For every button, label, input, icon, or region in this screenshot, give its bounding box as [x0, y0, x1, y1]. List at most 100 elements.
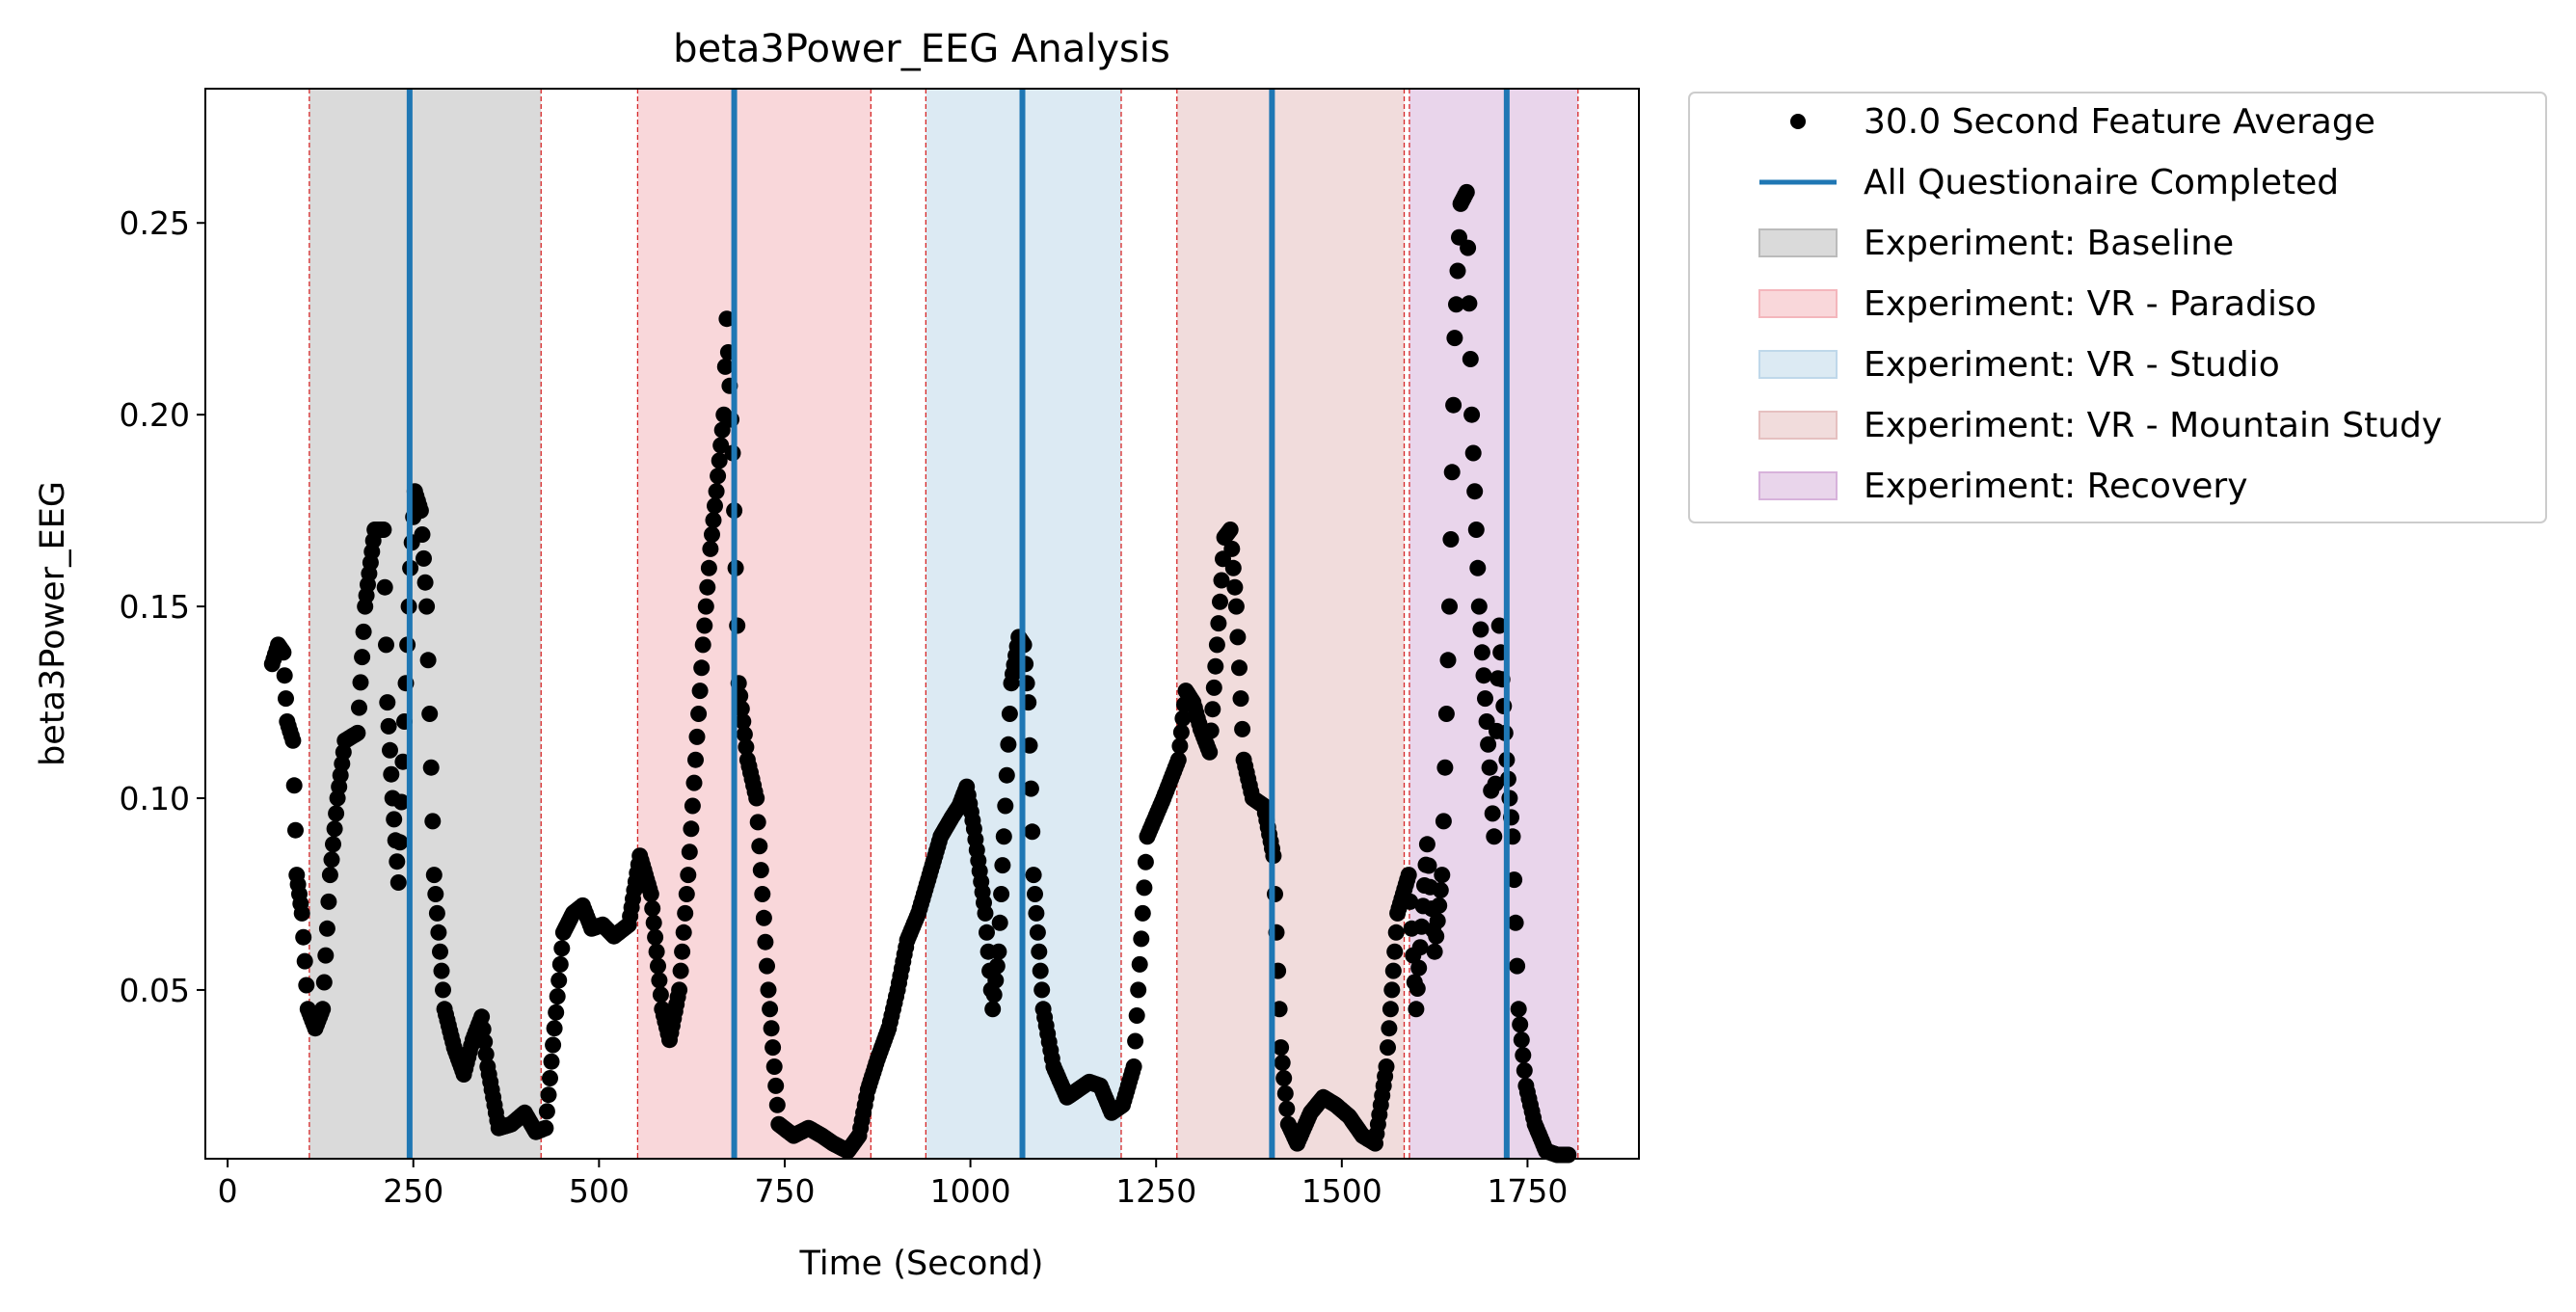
data-point [1432, 882, 1449, 898]
data-point [1458, 183, 1475, 201]
data-point [733, 700, 750, 717]
data-point [991, 914, 1008, 931]
data-point [1429, 912, 1446, 929]
data-point [1131, 955, 1148, 973]
data-point [1435, 813, 1452, 830]
legend-marker-points [1790, 114, 1806, 129]
data-point [1134, 904, 1151, 922]
x-tick-label: 1250 [1115, 1172, 1196, 1210]
legend-label-points: 30.0 Second Feature Average [1864, 102, 2375, 142]
data-point [382, 741, 398, 759]
data-point [425, 867, 443, 884]
data-point [380, 717, 397, 735]
data-point [1507, 914, 1524, 931]
x-tick-label: 1750 [1487, 1172, 1568, 1210]
data-point [1487, 775, 1504, 792]
data-point [1442, 531, 1460, 548]
data-point [1032, 962, 1049, 979]
data-point [1137, 853, 1154, 870]
data-point [672, 962, 689, 979]
legend-swatch [1758, 411, 1838, 440]
data-point [1378, 1058, 1395, 1075]
data-point [1470, 598, 1488, 615]
data-point [1204, 701, 1221, 718]
data-point [325, 836, 341, 853]
experiment-spans [309, 89, 1579, 1159]
experiment-span [309, 89, 542, 1159]
data-point [435, 981, 451, 999]
data-point [736, 726, 753, 743]
data-point [1027, 886, 1043, 902]
data-point [705, 512, 722, 529]
data-point [738, 738, 755, 756]
data-point [1384, 962, 1402, 979]
data-point [1033, 981, 1051, 999]
data-point [763, 1020, 780, 1037]
data-point [1128, 1007, 1145, 1024]
data-point [1516, 1062, 1533, 1079]
data-point [328, 805, 345, 822]
data-point [375, 522, 392, 538]
data-point [1028, 904, 1045, 922]
data-point [681, 843, 698, 861]
data-point [1174, 710, 1192, 727]
data-point [317, 947, 335, 964]
data-point [432, 943, 448, 960]
data-point [1231, 659, 1248, 677]
data-point [416, 574, 434, 591]
data-point [1229, 629, 1247, 646]
data-point [678, 886, 695, 902]
plot-frame [204, 88, 1640, 1160]
data-point [1410, 959, 1428, 977]
data-point [647, 928, 664, 946]
data-point [1169, 751, 1187, 768]
legend-swatch [1758, 289, 1838, 318]
data-point [765, 1039, 782, 1057]
data-point [977, 904, 994, 922]
y-tick-label: 0.20 [120, 396, 190, 434]
legend-swatch [1758, 350, 1838, 379]
data-point [1380, 1039, 1396, 1057]
data-point [1486, 828, 1503, 845]
data-point [427, 886, 444, 902]
data-point [700, 559, 717, 576]
data-point [675, 924, 692, 941]
data-point [762, 1001, 779, 1018]
x-tick-label: 0 [218, 1172, 238, 1210]
data-point [323, 851, 340, 869]
data-point [987, 972, 1005, 989]
data-point [994, 857, 1011, 874]
data-point [684, 797, 701, 815]
data-point [1221, 522, 1239, 538]
data-point [352, 674, 369, 691]
data-point [354, 649, 371, 666]
data-point [1212, 593, 1228, 610]
data-point [314, 1001, 332, 1018]
data-point [1024, 823, 1041, 841]
data-point [677, 904, 694, 922]
data-point [688, 728, 706, 745]
data-point [1473, 644, 1490, 661]
legend-span-entries: Experiment: Baseline Experiment: VR - Par… [1758, 224, 2442, 506]
data-point [1022, 780, 1039, 797]
data-point [1484, 805, 1501, 822]
data-point [326, 820, 343, 838]
data-point [540, 1086, 557, 1104]
data-point [416, 549, 432, 567]
data-point [712, 437, 730, 454]
legend: 30.0 Second Feature Average All Question… [1688, 92, 2547, 523]
data-point [315, 974, 333, 991]
data-point [680, 867, 697, 884]
data-point [1227, 598, 1245, 615]
data-point [1428, 927, 1445, 945]
data-point [650, 957, 666, 975]
data-point [1274, 1055, 1291, 1071]
y-tick-label: 0.05 [120, 972, 190, 1009]
data-point [990, 943, 1007, 960]
data-point [1127, 1032, 1144, 1050]
data-point [545, 1036, 562, 1054]
data-point [1276, 1084, 1294, 1102]
x-tick-label: 750 [754, 1172, 815, 1210]
x-axis-ticks: 0 250 500 750 1000 1250 1500 1750 [218, 1159, 1568, 1210]
data-point [765, 1058, 783, 1075]
